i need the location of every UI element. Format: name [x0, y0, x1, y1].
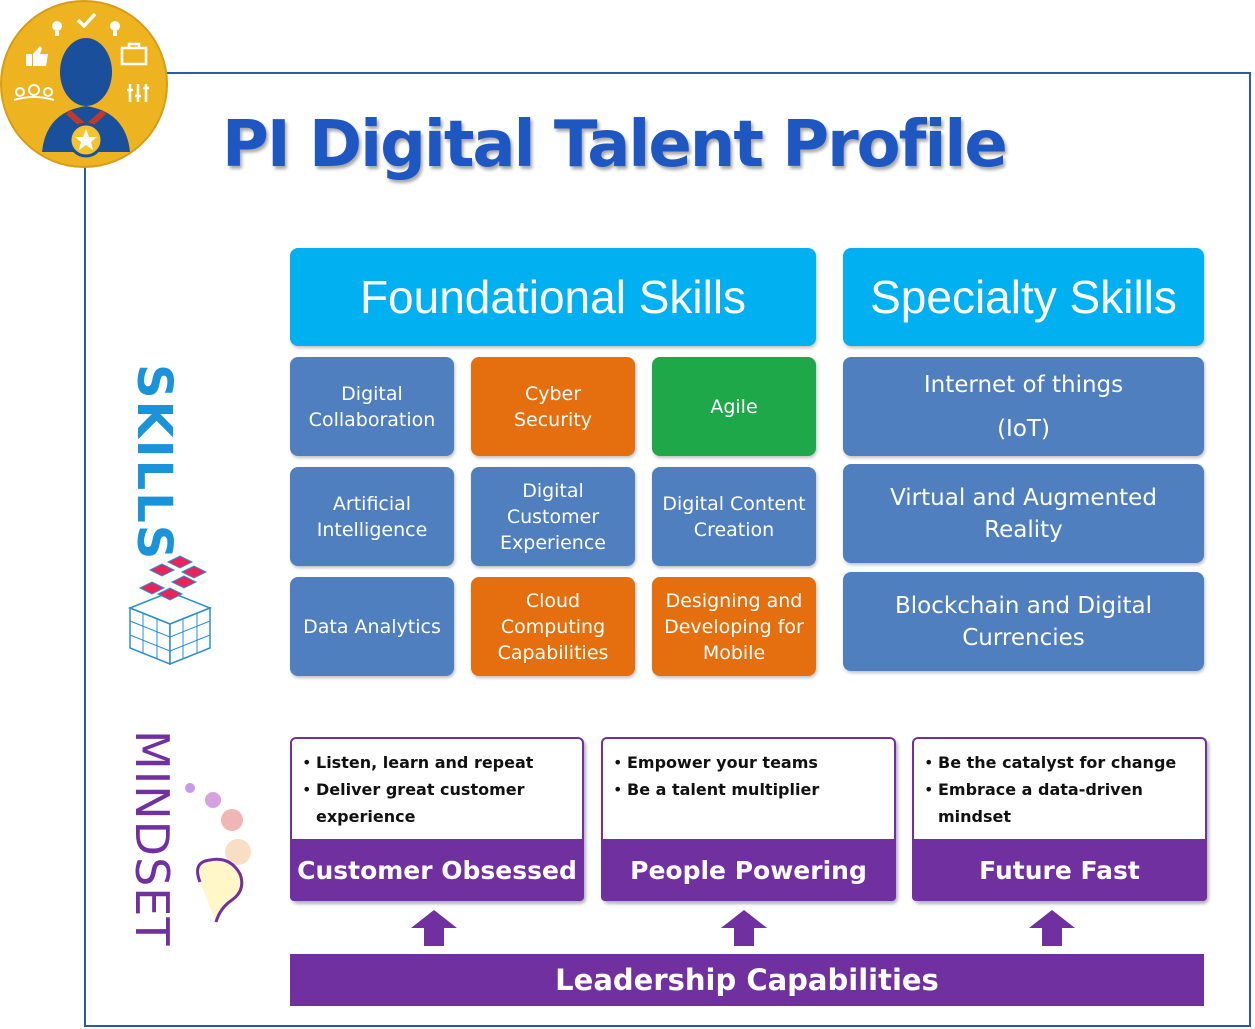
tile-digital-customer-experience: Digital Customer Experience [471, 467, 635, 566]
mindset-bullet: Embrace a data-driven mindset [924, 776, 1195, 830]
tile-mobile-development: Designing and Developing for Mobile [652, 577, 816, 676]
foundational-skills-header: Foundational Skills [290, 248, 816, 346]
mindset-bullet: Empower your teams [613, 749, 884, 776]
up-arrow-icon [411, 910, 457, 946]
tile-blockchain: Blockchain and Digital Currencies [843, 572, 1204, 671]
tile-artificial-intelligence: Artificial Intelligence [290, 467, 454, 566]
skills-vertical-label: SKILLS [124, 360, 196, 561]
mindset-bullet: Be a talent multiplier [613, 776, 884, 803]
mindset-card-label: Customer Obsessed [290, 839, 584, 901]
tile-agile: Agile [652, 357, 816, 456]
thumbs-up-icon [26, 46, 48, 66]
checkmark-icon [76, 12, 97, 29]
equalizer-icon [127, 84, 149, 102]
page-frame [84, 72, 1251, 1027]
tile-virtual-augmented-reality: Virtual and Augmented Reality [843, 464, 1204, 563]
star-medal-icon [68, 122, 104, 158]
mindset-label-text: MINDSET [126, 730, 179, 946]
mindset-card-customer: Listen, learn and repeat Deliver great c… [290, 737, 584, 901]
mindset-card-people: Empower your teams Be a talent multiplie… [601, 737, 896, 901]
tile-cloud-computing: Cloud Computing Capabilities [471, 577, 635, 676]
skills-label-text: SKILLS [126, 364, 182, 560]
specialty-skills-header: Specialty Skills [843, 248, 1204, 346]
tile-digital-collaboration: Digital Collaboration [290, 357, 454, 456]
talent-badge [0, 0, 168, 168]
up-arrow-icon [1029, 910, 1075, 946]
mindset-vertical-label: MINDSET [125, 728, 186, 1008]
tile-data-analytics: Data Analytics [290, 577, 454, 676]
mindset-bullet: Be the catalyst for change [924, 749, 1195, 776]
portfolio-icon [120, 42, 148, 66]
tile-cyber-security: Cyber Security [471, 357, 635, 456]
mindset-bullet: Deliver great customer experience [302, 776, 572, 830]
group-icon [13, 84, 55, 101]
mindset-bullet: Listen, learn and repeat [302, 749, 572, 776]
lightbulb-icon [52, 21, 120, 36]
cube-icon [127, 555, 213, 666]
mindset-card-future: Be the catalyst for change Embrace a dat… [912, 737, 1207, 901]
thought-head-icon [185, 783, 251, 923]
tile-iot: Internet of things (IoT) [843, 357, 1204, 456]
mindset-card-label: People Powering [601, 839, 896, 901]
leadership-capabilities-bar: Leadership Capabilities [290, 954, 1204, 1006]
mindset-card-label: Future Fast [912, 839, 1207, 901]
page-title: PI Digital Talent Profile [222, 108, 1008, 182]
tile-digital-content-creation: Digital Content Creation [652, 467, 816, 566]
up-arrow-icon [721, 910, 767, 946]
